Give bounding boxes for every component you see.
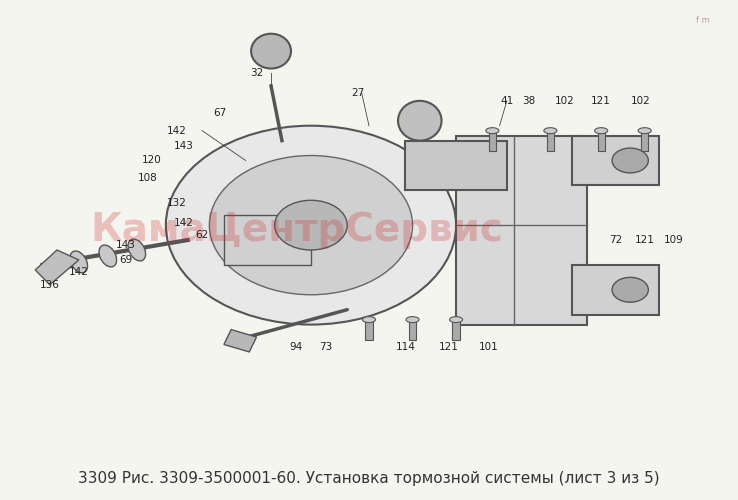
Bar bbox=[452, 320, 460, 340]
Circle shape bbox=[210, 156, 413, 294]
Ellipse shape bbox=[486, 128, 499, 134]
Bar bbox=[456, 136, 587, 324]
Bar bbox=[598, 130, 605, 150]
Circle shape bbox=[612, 278, 649, 302]
Polygon shape bbox=[35, 250, 79, 285]
Circle shape bbox=[275, 200, 348, 250]
Ellipse shape bbox=[362, 316, 376, 322]
Bar bbox=[572, 265, 659, 314]
Text: 94: 94 bbox=[290, 342, 303, 352]
Polygon shape bbox=[224, 330, 257, 352]
Text: 72: 72 bbox=[609, 235, 622, 245]
Text: 143: 143 bbox=[174, 140, 194, 150]
Bar bbox=[572, 136, 659, 186]
Text: 102: 102 bbox=[631, 96, 651, 106]
Bar bbox=[641, 130, 649, 150]
Text: 109: 109 bbox=[664, 235, 683, 245]
Text: 142: 142 bbox=[174, 218, 194, 228]
Text: 27: 27 bbox=[351, 88, 365, 99]
Text: 73: 73 bbox=[319, 342, 332, 352]
Ellipse shape bbox=[544, 128, 557, 134]
Text: 101: 101 bbox=[479, 342, 499, 352]
Text: 32: 32 bbox=[250, 68, 263, 78]
Text: 143: 143 bbox=[116, 240, 136, 250]
Ellipse shape bbox=[128, 239, 145, 261]
Text: 62: 62 bbox=[196, 230, 209, 240]
Text: 3309 Рис. 3309-3500001-60. Установка тормозной системы (лист 3 из 5): 3309 Рис. 3309-3500001-60. Установка тор… bbox=[78, 471, 660, 486]
Text: 121: 121 bbox=[635, 235, 655, 245]
Ellipse shape bbox=[638, 128, 651, 134]
Text: 136: 136 bbox=[40, 280, 60, 290]
Text: 102: 102 bbox=[555, 96, 575, 106]
Text: 114: 114 bbox=[396, 342, 415, 352]
Ellipse shape bbox=[251, 34, 291, 68]
Text: 38: 38 bbox=[522, 96, 535, 106]
Text: КамаЦентрСервис: КамаЦентрСервис bbox=[90, 211, 503, 249]
Text: f m: f m bbox=[696, 16, 710, 26]
Text: 121: 121 bbox=[591, 96, 611, 106]
Text: 132: 132 bbox=[167, 198, 187, 208]
Circle shape bbox=[612, 148, 649, 173]
Ellipse shape bbox=[449, 316, 463, 322]
Text: 142: 142 bbox=[69, 268, 89, 278]
Text: 67: 67 bbox=[213, 108, 227, 118]
Ellipse shape bbox=[595, 128, 607, 134]
Bar bbox=[405, 140, 507, 190]
Text: 121: 121 bbox=[439, 342, 459, 352]
Text: 120: 120 bbox=[142, 156, 161, 166]
Bar bbox=[489, 130, 496, 150]
Ellipse shape bbox=[406, 316, 419, 322]
Bar bbox=[224, 215, 311, 265]
Bar bbox=[409, 320, 416, 340]
Ellipse shape bbox=[70, 251, 88, 273]
Ellipse shape bbox=[99, 245, 117, 267]
Bar bbox=[547, 130, 554, 150]
Text: 69: 69 bbox=[120, 255, 133, 265]
Circle shape bbox=[166, 126, 456, 324]
Text: 41: 41 bbox=[500, 96, 514, 106]
Text: 108: 108 bbox=[138, 173, 158, 183]
Bar bbox=[365, 320, 373, 340]
Text: 142: 142 bbox=[167, 126, 187, 136]
Ellipse shape bbox=[398, 101, 441, 140]
